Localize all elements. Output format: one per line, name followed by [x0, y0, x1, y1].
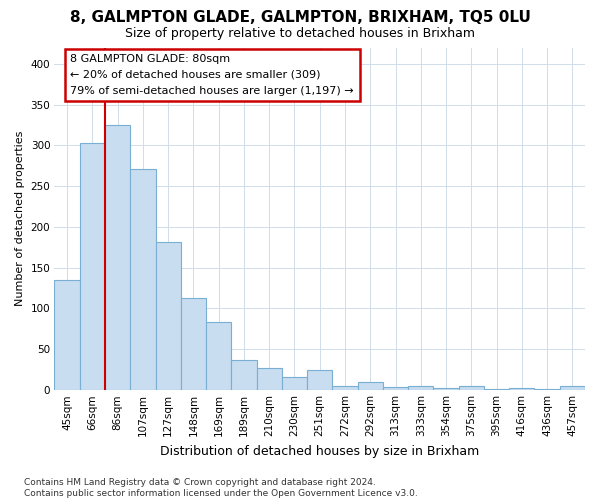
Bar: [80, 143, 105, 390]
Bar: [408, 386, 433, 390]
Bar: [206, 322, 232, 390]
Bar: [383, 388, 408, 390]
Bar: [358, 382, 383, 390]
Bar: [257, 368, 282, 390]
Bar: [105, 125, 130, 390]
Text: 8, GALMPTON GLADE, GALMPTON, BRIXHAM, TQ5 0LU: 8, GALMPTON GLADE, GALMPTON, BRIXHAM, TQ…: [70, 10, 530, 25]
Bar: [232, 360, 257, 390]
Bar: [484, 389, 509, 390]
Bar: [560, 386, 585, 390]
Bar: [130, 169, 155, 390]
Bar: [433, 388, 458, 390]
X-axis label: Distribution of detached houses by size in Brixham: Distribution of detached houses by size …: [160, 444, 479, 458]
Bar: [155, 242, 181, 390]
Text: Contains HM Land Registry data © Crown copyright and database right 2024.
Contai: Contains HM Land Registry data © Crown c…: [24, 478, 418, 498]
Bar: [181, 298, 206, 390]
Text: 8 GALMPTON GLADE: 80sqm
← 20% of detached houses are smaller (309)
79% of semi-d: 8 GALMPTON GLADE: 80sqm ← 20% of detache…: [70, 54, 354, 96]
Text: Size of property relative to detached houses in Brixham: Size of property relative to detached ho…: [125, 28, 475, 40]
Y-axis label: Number of detached properties: Number of detached properties: [15, 131, 25, 306]
Bar: [307, 370, 332, 390]
Bar: [458, 386, 484, 390]
Bar: [282, 377, 307, 390]
Bar: [332, 386, 358, 390]
Bar: [509, 388, 535, 390]
Bar: [535, 389, 560, 390]
Bar: [55, 280, 80, 390]
